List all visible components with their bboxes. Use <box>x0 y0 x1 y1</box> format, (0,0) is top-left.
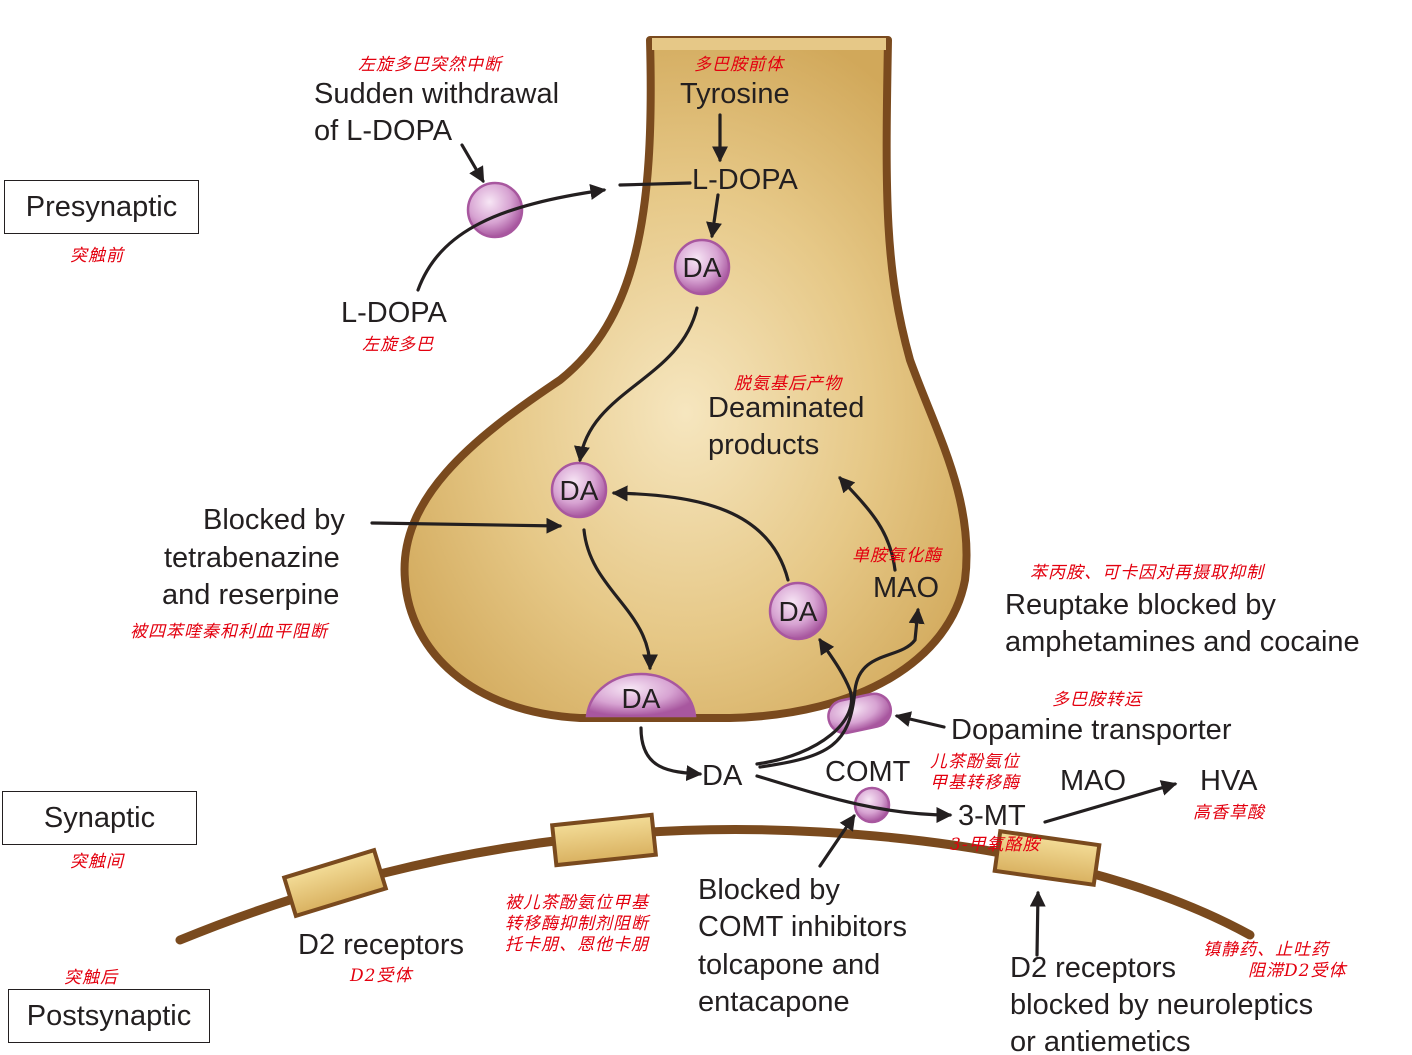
da-label-middle: DA <box>560 475 599 506</box>
arrow-da-reuptake <box>755 638 854 766</box>
arrow-da-to-mao-inside <box>758 607 925 769</box>
d2-receptor-1 <box>281 847 389 919</box>
comt-inhibitors-cn-line2: 转移酶抑制剂阻断 <box>505 914 649 934</box>
comt-inhibitors-cn-line1: 被儿茶酚氨位甲基 <box>505 893 649 913</box>
reuptake-line2: amphetamines and cocaine <box>1005 626 1360 658</box>
d2-blocked-cn-line2: 阻滞D2受体 <box>1248 961 1347 981</box>
arrow-ldopa-uptake-curve <box>416 184 607 292</box>
tetrabenazine-line3: and reserpine <box>162 579 340 611</box>
transporter-label: Dopamine transporter <box>951 714 1232 746</box>
arrow-3mt-to-hva <box>1043 780 1178 824</box>
presynaptic-box: Presynaptic <box>4 180 199 234</box>
mao-inside-label: MAO <box>873 572 940 604</box>
comt-inhibitors-cn-line3: 托卡朋、恩他卡朋 <box>505 935 649 955</box>
comt-inhibitors-line2: COMT inhibitors <box>698 911 907 943</box>
da-vesicle-top <box>673 238 731 296</box>
three-mt-label: 3-MT <box>958 800 1026 832</box>
comt-inhibitors-line4: entacapone <box>698 986 850 1018</box>
reuptake-line1: Reuptake blocked by <box>1005 589 1276 621</box>
arrow-release-to-synapse <box>639 726 703 782</box>
ldopa-inside-label: L-DOPA <box>692 164 798 196</box>
tetrabenazine-line1: Blocked by <box>203 504 345 536</box>
arrow-da-to-3mt <box>755 774 953 823</box>
da-vesicle-reuptake <box>768 581 828 641</box>
withdrawal-line2: of L-DOPA <box>314 115 453 147</box>
arrow-tetrabenazine <box>370 517 563 534</box>
ldopa-outside-label: L-DOPA <box>341 297 447 329</box>
d2-blocked-line3: or antiemetics <box>1010 1026 1191 1055</box>
axon-opening <box>652 38 886 50</box>
presynaptic-cn: 突触前 <box>70 246 124 266</box>
comt-label: COMT <box>825 756 911 788</box>
postsynaptic-cn: 突触后 <box>64 968 118 988</box>
postsynaptic-box: Postsynaptic <box>8 989 210 1043</box>
tyrosine-cn: 多巴胺前体 <box>694 55 784 75</box>
d2-receptor-3 <box>992 828 1102 888</box>
hva-label: HVA <box>1200 765 1258 797</box>
comt-inhibitors-line1: Blocked by <box>698 874 840 906</box>
d2-receptors-label: D2 receptors <box>298 929 465 961</box>
synaptic-box: Synaptic <box>2 791 197 845</box>
d2-blocked-line1: D2 receptors <box>1010 952 1177 984</box>
deaminated-cn: 脱氨基后产物 <box>734 374 842 394</box>
arrow-d2-blocked <box>1029 890 1046 957</box>
arrow-ldopa-uptake-line <box>618 181 692 187</box>
mao-inside-cn: 单胺氧化酶 <box>852 546 942 566</box>
ldopa-outside-cn: 左旋多巴 <box>362 335 434 355</box>
comt-inhibitors-line3: tolcapone and <box>698 949 881 981</box>
arrow-vesicle-to-release <box>582 528 658 671</box>
transporter-cn: 多巴胺转运 <box>1052 690 1142 710</box>
d2-receptors-cn: D2受体 <box>350 966 413 986</box>
arrow-ldopa-to-da <box>706 193 722 239</box>
d2-blocked-cn-line1: 镇静药、止吐药 <box>1203 940 1329 960</box>
deaminated-line2: products <box>708 429 820 461</box>
arrow-comt-inhibitors <box>818 814 856 868</box>
d2-blocked-line2: blocked by neuroleptics <box>1010 989 1314 1021</box>
deaminated-line1: Deaminated <box>708 392 865 424</box>
arrow-to-mao <box>838 476 897 572</box>
da-label-top: DA <box>683 252 722 283</box>
da-label-fusing: DA <box>622 683 661 714</box>
presynaptic-terminal <box>400 36 971 722</box>
arrow-da-to-vesicle <box>574 306 699 463</box>
comt-cn-line2: 甲基转移酶 <box>930 773 1020 793</box>
hva-cn: 高香草酸 <box>1193 803 1265 823</box>
d2-receptor-2 <box>549 812 659 868</box>
da-label-reuptake: DA <box>779 596 818 627</box>
da-vesicle-fusing <box>585 672 697 718</box>
three-mt-cn: 3-甲氧酪胺 <box>950 835 1041 855</box>
withdrawal-cn: 左旋多巴突然中断 <box>358 55 502 75</box>
tetrabenazine-line2: tetrabenazine <box>164 542 340 574</box>
da-vesicle-middle <box>550 461 608 519</box>
synaptic-cn: 突触间 <box>70 852 124 872</box>
reuptake-cn: 苯丙胺、可卡因对再摄取抑制 <box>1030 563 1264 583</box>
withdrawal-line1: Sudden withdrawal <box>314 78 560 110</box>
comt-cn-line1: 儿茶酚氨位 <box>930 752 1020 772</box>
synaptic-da-label: DA <box>702 760 743 792</box>
tyrosine-label: Tyrosine <box>680 78 790 110</box>
tetrabenazine-cn: 被四苯喹秦和利血平阻断 <box>130 622 328 642</box>
arrow-reuptake-to-vesicle <box>611 485 790 582</box>
mao-synaptic-label: MAO <box>1060 765 1127 797</box>
arrow-transporter-label <box>894 711 946 729</box>
arrow-withdrawal <box>460 143 485 184</box>
